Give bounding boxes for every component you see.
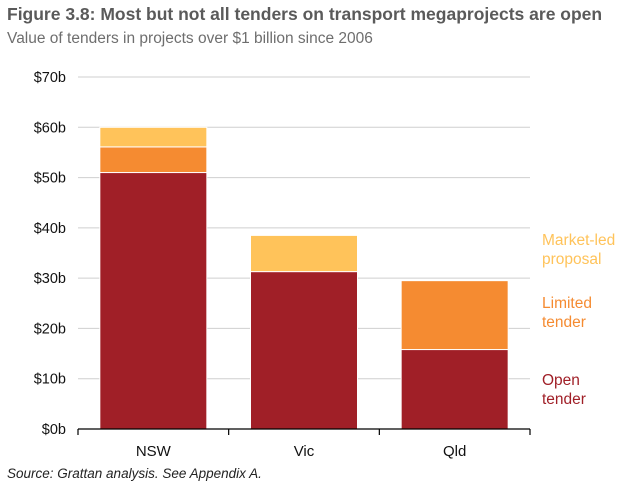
legend-label-market-led-proposal: Market-led proposal [542, 232, 615, 268]
bar-segment-market-led-proposal [99, 126, 208, 148]
bar-segment-market-led-proposal [250, 234, 358, 273]
legend: Market-led proposal Limited tender Open tende… [542, 232, 615, 408]
bars [99, 126, 509, 430]
chart-title: Figure 3.8: Most but not all tenders on … [7, 4, 603, 24]
y-tick-label: $10b [34, 372, 66, 388]
chart-subtitle: Value of tenders in projects over $1 bil… [7, 30, 373, 47]
x-category-label: NSW [136, 443, 172, 460]
y-tick-label: $50b [34, 171, 66, 187]
bar-segment-limited-tender [400, 280, 509, 351]
x-category-label: Vic [294, 443, 315, 460]
y-tick-label: $60b [34, 120, 66, 136]
y-tick-label: $30b [34, 271, 66, 287]
x-category-label: Qld [443, 443, 466, 460]
y-tick-label: $40b [34, 221, 66, 237]
y-tick-label: $70b [34, 70, 66, 86]
bar-segment-open-tender [400, 349, 509, 430]
bar-segment-open-tender [250, 271, 358, 430]
bar-segment-limited-tender [99, 146, 208, 174]
y-tick-label: $0b [42, 422, 66, 438]
x-axis [77, 428, 531, 435]
legend-label-limited-tender: Limited tender [542, 295, 592, 331]
legend-label-open-tender: Open tender [542, 372, 586, 408]
y-tick-label: $20b [34, 321, 66, 337]
bar-segment-open-tender [99, 172, 208, 430]
source-note: Source: Grattan analysis. See Appendix A… [7, 466, 262, 481]
y-axis-tick-labels: $0b $10b $20b $30b $40b $50b $60b $70b [34, 70, 66, 438]
x-axis-category-labels: NSW Vic Qld [136, 443, 467, 460]
